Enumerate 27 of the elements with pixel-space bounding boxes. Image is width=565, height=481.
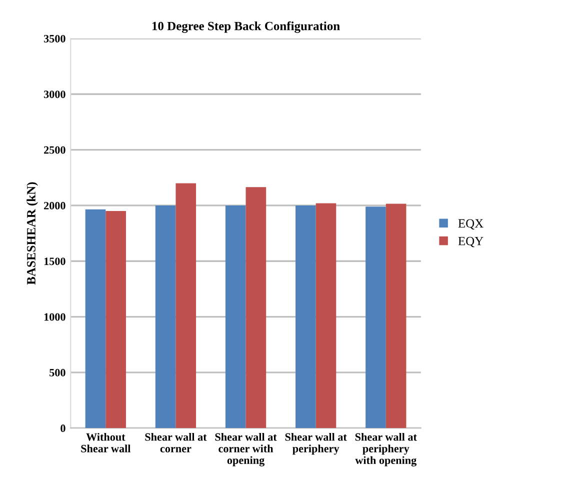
bar	[225, 205, 246, 428]
y-tick-label: 2500	[44, 146, 66, 154]
y-tick-label: 2000	[44, 202, 66, 210]
y-tick-label: 1500	[44, 258, 66, 266]
x-tick-label: Shear wall at periphery	[285, 432, 347, 455]
bar	[386, 204, 406, 428]
bar	[85, 209, 106, 428]
legend-label: EQY	[458, 236, 484, 248]
y-tick-label: 1000	[44, 313, 66, 321]
bar	[316, 203, 336, 428]
y-axis-title: BASESHEAR (kN)	[26, 182, 38, 285]
y-tick-label: 0	[60, 424, 66, 432]
x-tick-label: Without Shear wall	[81, 432, 131, 452]
x-tick-label: Shear wall at corner with opening	[215, 432, 277, 466]
x-tick-label: Shear wall at corner	[145, 432, 207, 452]
x-tick-label: Shear wall at periphery with opening	[355, 432, 417, 466]
chart-title: 10 Degree Step Back Configuration	[152, 21, 340, 33]
y-tick-label: 500	[50, 368, 66, 376]
bar	[106, 211, 126, 428]
bar	[155, 205, 176, 428]
y-tick-label: 3500	[44, 34, 66, 42]
legend-label: EQX	[458, 219, 484, 230]
y-tick-label: 3000	[44, 90, 66, 98]
bar	[366, 206, 386, 428]
bar	[296, 205, 316, 428]
bar	[176, 183, 196, 428]
bar	[246, 187, 266, 428]
